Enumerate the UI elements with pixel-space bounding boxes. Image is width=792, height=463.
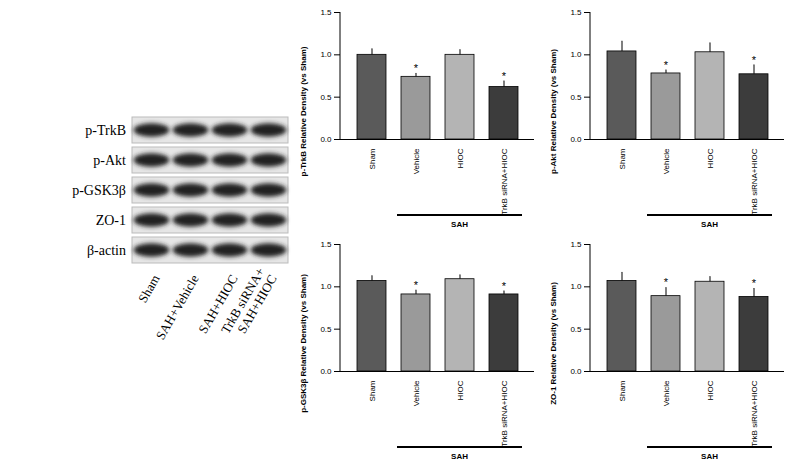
svg-text:SAH: SAH — [701, 220, 718, 229]
svg-text:Vehicle: Vehicle — [412, 148, 421, 174]
svg-text:TrkB siRNA+HIOC: TrkB siRNA+HIOC — [750, 380, 759, 446]
svg-text:1.0: 1.0 — [320, 282, 332, 291]
svg-text:Sham: Sham — [368, 148, 377, 169]
svg-text:HIOC: HIOC — [706, 380, 715, 400]
svg-text:*: * — [414, 279, 419, 291]
svg-text:Vehicle: Vehicle — [662, 380, 671, 406]
svg-text:p-TrkB: p-TrkB — [85, 123, 126, 138]
svg-text:1.0: 1.0 — [570, 50, 582, 59]
svg-text:HIOC: HIOC — [706, 148, 715, 168]
svg-text:HIOC: HIOC — [456, 148, 465, 168]
svg-text:*: * — [414, 62, 419, 74]
svg-text:0.0: 0.0 — [320, 367, 332, 376]
svg-text:ZO-1 Relative Density (vs Sham: ZO-1 Relative Density (vs Sham) — [549, 282, 558, 405]
svg-text:*: * — [664, 59, 669, 71]
svg-text:1.5: 1.5 — [570, 240, 582, 249]
svg-text:SAH: SAH — [451, 452, 468, 461]
svg-text:TrkB siRNA+HIOC: TrkB siRNA+HIOC — [500, 148, 509, 214]
svg-text:0.0: 0.0 — [570, 367, 582, 376]
svg-text:Sham: Sham — [135, 272, 163, 305]
svg-text:Sham: Sham — [618, 148, 627, 169]
svg-text:SAH: SAH — [701, 452, 718, 461]
svg-text:p-Akt: p-Akt — [93, 153, 126, 168]
svg-text:TrkB siRNA+SAH+HIOC: TrkB siRNA+SAH+HIOC — [218, 265, 280, 343]
svg-text:1.5: 1.5 — [320, 240, 332, 249]
svg-text:ZO-1: ZO-1 — [96, 213, 126, 228]
svg-text:Vehicle: Vehicle — [412, 380, 421, 406]
svg-text:p-GSK3β: p-GSK3β — [72, 183, 126, 198]
svg-text:Sham: Sham — [368, 380, 377, 401]
svg-text:0.5: 0.5 — [320, 325, 332, 334]
svg-text:0.5: 0.5 — [570, 325, 582, 334]
svg-text:1.0: 1.0 — [320, 50, 332, 59]
svg-text:*: * — [752, 54, 757, 66]
svg-text:0.0: 0.0 — [570, 135, 582, 144]
svg-text:p-Akt Relative Density (vs Sha: p-Akt Relative Density (vs Sham) — [549, 49, 558, 174]
svg-text:β-actin: β-actin — [87, 243, 126, 258]
svg-text:*: * — [664, 276, 669, 288]
svg-text:1.5: 1.5 — [320, 8, 332, 17]
svg-text:1.5: 1.5 — [570, 8, 582, 17]
svg-text:HIOC: HIOC — [456, 380, 465, 400]
svg-text:0.5: 0.5 — [320, 93, 332, 102]
svg-text:Vehicle: Vehicle — [662, 148, 671, 174]
svg-text:*: * — [502, 280, 507, 292]
svg-text:1.0: 1.0 — [570, 282, 582, 291]
svg-text:TrkB siRNA+HIOC: TrkB siRNA+HIOC — [750, 148, 759, 214]
svg-text:Sham: Sham — [618, 380, 627, 401]
svg-text:*: * — [502, 70, 507, 82]
svg-text:SAH+Vehicle: SAH+Vehicle — [153, 272, 202, 342]
svg-text:0.0: 0.0 — [320, 135, 332, 144]
svg-text:TrkB siRNA+HIOC: TrkB siRNA+HIOC — [500, 380, 509, 446]
svg-text:SAH: SAH — [451, 220, 468, 229]
svg-text:0.5: 0.5 — [570, 93, 582, 102]
svg-text:*: * — [752, 277, 757, 289]
svg-text:p-TrkB Relative Density (vs Sh: p-TrkB Relative Density (vs Sham) — [299, 46, 308, 176]
svg-text:p-GSK3β Relative Density (vs S: p-GSK3β Relative Density (vs Sham) — [299, 274, 308, 413]
